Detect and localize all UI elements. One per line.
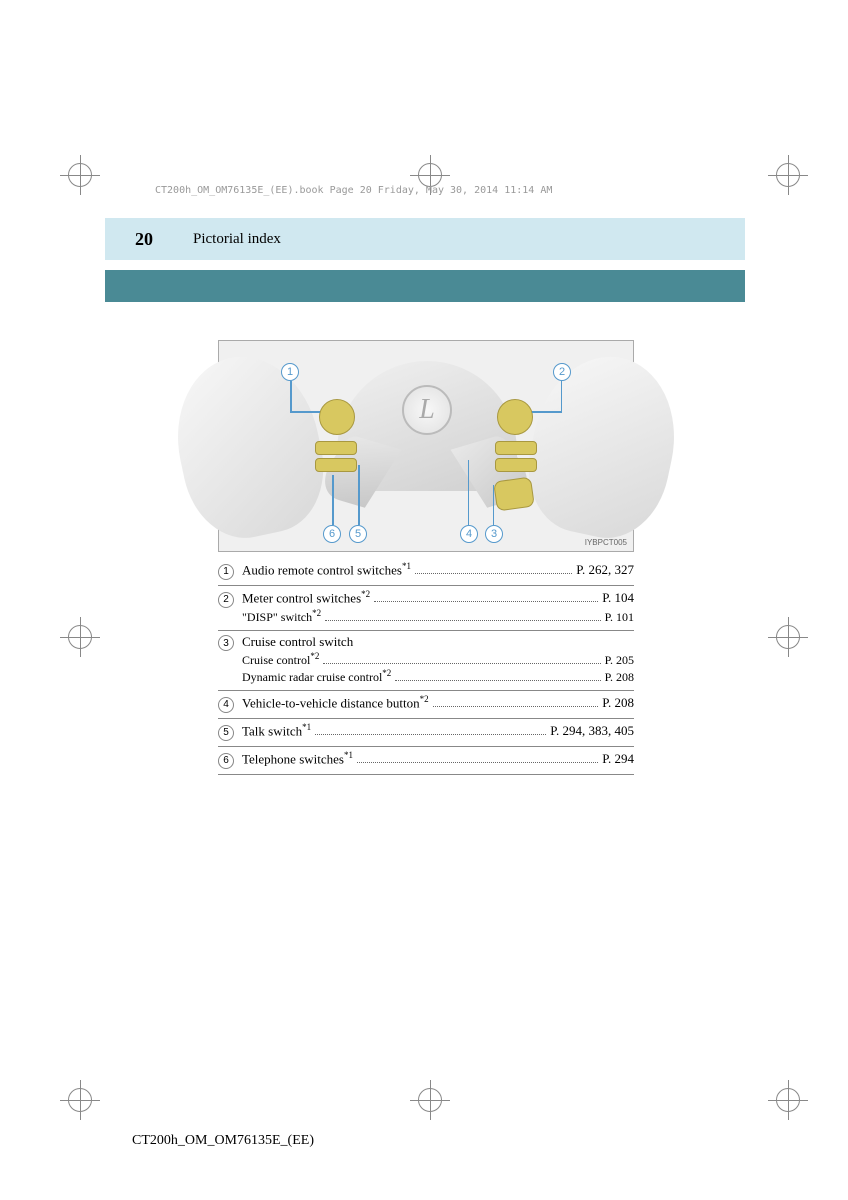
index-label: Cruise control*2 xyxy=(242,651,319,668)
leader-line xyxy=(493,485,495,525)
leader-line xyxy=(468,460,470,525)
image-code: IYBPCT005 xyxy=(585,538,627,547)
callout-badge: 3 xyxy=(485,525,503,543)
page-number: 20 xyxy=(135,229,153,250)
cruise-stalk-icon xyxy=(493,477,535,512)
index-label: Vehicle-to-vehicle distance button*2 xyxy=(242,694,429,711)
index-page-ref: P. 205 xyxy=(605,653,634,668)
leader-line xyxy=(532,411,562,413)
leader-line xyxy=(290,411,320,413)
distance-button-icon xyxy=(495,441,537,455)
crop-mark xyxy=(768,617,808,657)
leader-dots xyxy=(357,762,598,763)
audio-switch-icon xyxy=(319,399,355,435)
index-group: 3 Cruise control switch Cruise control*2… xyxy=(218,631,634,692)
header-meta-text: CT200h_OM_OM76135E_(EE).book Page 20 Fri… xyxy=(155,185,552,196)
leader-dots xyxy=(325,620,601,621)
lexus-logo: L xyxy=(402,385,452,435)
index-page-ref: P. 294, 383, 405 xyxy=(550,723,634,739)
telephone-switch-icon xyxy=(315,458,357,472)
index-badge: 3 xyxy=(218,635,234,651)
crop-mark xyxy=(60,155,100,195)
crop-mark xyxy=(768,1080,808,1120)
pictorial-index-list: 1 Audio remote control switches*1 P. 262… xyxy=(218,558,634,775)
index-page-ref: P. 262, 327 xyxy=(576,562,634,578)
callout-badge: 5 xyxy=(349,525,367,543)
meter-switch-icon xyxy=(497,399,533,435)
index-label: "DISP" switch*2 xyxy=(242,608,321,625)
talk-switch-icon xyxy=(315,441,357,455)
index-row: 1 Audio remote control switches*1 P. 262… xyxy=(218,558,634,586)
index-badge: 1 xyxy=(218,564,234,580)
index-page-ref: P. 101 xyxy=(605,610,634,625)
page-title: Pictorial index xyxy=(193,231,281,248)
leader-line xyxy=(561,381,563,411)
index-badge: 2 xyxy=(218,592,234,608)
index-label: Meter control switches*2 xyxy=(242,589,370,606)
index-badge: 4 xyxy=(218,697,234,713)
index-badge: 6 xyxy=(218,753,234,769)
steering-wheel-diagram: L 1 2 3 4 5 6 IYBPCT005 xyxy=(218,340,634,552)
index-page-ref: P. 294 xyxy=(602,751,634,767)
index-label: Talk switch*1 xyxy=(242,722,311,739)
leader-dots xyxy=(415,573,572,574)
leader-dots xyxy=(374,601,598,602)
index-page-ref: P. 208 xyxy=(602,695,634,711)
page-header: 20 Pictorial index xyxy=(105,218,745,260)
index-badge: 5 xyxy=(218,725,234,741)
leader-dots xyxy=(395,680,600,681)
index-sub-row: "DISP" switch*2 P. 101 xyxy=(218,608,634,625)
index-row: 2 Meter control switches*2 P. 104 xyxy=(218,589,634,608)
footer-text: CT200h_OM_OM76135E_(EE) xyxy=(132,1133,314,1149)
index-row: 3 Cruise control switch xyxy=(218,634,634,652)
index-row: 6 Telephone switches*1 P. 294 xyxy=(218,747,634,775)
index-label: Audio remote control switches*1 xyxy=(242,561,411,578)
index-label: Dynamic radar cruise control*2 xyxy=(242,668,391,685)
callout-badge: 1 xyxy=(281,363,299,381)
callout-badge: 6 xyxy=(323,525,341,543)
leader-dots xyxy=(323,663,600,664)
leader-dots xyxy=(315,734,546,735)
wheel-rim-right xyxy=(516,343,690,548)
index-sub-row: Cruise control*2 P. 205 xyxy=(218,651,634,668)
leader-dots xyxy=(433,706,599,707)
index-label: Telephone switches*1 xyxy=(242,750,353,767)
index-sub-row: Dynamic radar cruise control*2 P. 208 xyxy=(218,668,634,685)
disp-switch-icon xyxy=(495,458,537,472)
crop-mark xyxy=(410,1080,450,1120)
index-page-ref: P. 104 xyxy=(602,590,634,606)
crop-mark xyxy=(60,617,100,657)
leader-line xyxy=(358,465,360,525)
wheel-rim-left xyxy=(162,343,336,548)
leader-line xyxy=(290,381,292,411)
callout-badge: 2 xyxy=(553,363,571,381)
index-row: 4 Vehicle-to-vehicle distance button*2 P… xyxy=(218,691,634,719)
crop-mark xyxy=(768,155,808,195)
index-group: 2 Meter control switches*2 P. 104 "DISP"… xyxy=(218,586,634,631)
lexus-logo-letter: L xyxy=(419,394,435,426)
index-row: 5 Talk switch*1 P. 294, 383, 405 xyxy=(218,719,634,747)
index-page-ref: P. 208 xyxy=(605,670,634,685)
index-label: Cruise control switch xyxy=(242,634,353,650)
leader-line xyxy=(332,475,334,525)
callout-badge: 4 xyxy=(460,525,478,543)
section-bar xyxy=(105,270,745,302)
crop-mark xyxy=(60,1080,100,1120)
